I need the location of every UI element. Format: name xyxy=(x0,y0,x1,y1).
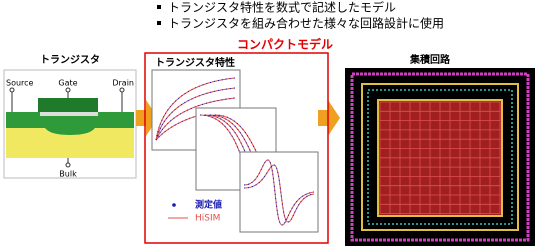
ic-title: 集積回路 xyxy=(409,53,451,66)
compact-model-frame xyxy=(144,52,329,244)
terminal-label: Drain xyxy=(112,79,134,88)
diffusion xyxy=(6,112,134,135)
terminal-label: Gate xyxy=(58,79,77,88)
arrow xyxy=(318,100,340,136)
legend-marker xyxy=(172,203,176,207)
ic-io xyxy=(367,89,513,225)
terminal-label: Bulk xyxy=(59,170,77,179)
ic-grid xyxy=(379,101,501,215)
oxide xyxy=(40,112,98,116)
bullet: トランジスタを組み合わせた様々な回路設計に使用 xyxy=(168,16,444,31)
ic-pad-ring xyxy=(350,72,530,242)
characteristics-title: トランジスタ特性 xyxy=(155,56,235,69)
bullet-marker xyxy=(157,21,161,25)
gate-electrode xyxy=(38,98,98,112)
compact-model-label: コンパクトモデル xyxy=(237,37,333,52)
bullet-marker xyxy=(157,5,161,9)
junction xyxy=(6,128,134,142)
plot-curves xyxy=(243,159,315,226)
bullet: トランジスタ特性を数式で記述したモデル xyxy=(168,0,396,15)
ic-ring xyxy=(361,83,519,231)
terminal-label: Source xyxy=(6,79,34,88)
plot-curves xyxy=(155,77,236,141)
terminal xyxy=(9,87,15,93)
terminal xyxy=(119,87,125,93)
legend-label: 測定値 xyxy=(195,199,222,211)
terminal xyxy=(65,162,71,168)
arrow xyxy=(136,100,158,136)
terminal xyxy=(65,87,71,93)
legend-label: HiSIM xyxy=(195,214,220,224)
transistor-title: トランジスタ xyxy=(40,54,100,66)
